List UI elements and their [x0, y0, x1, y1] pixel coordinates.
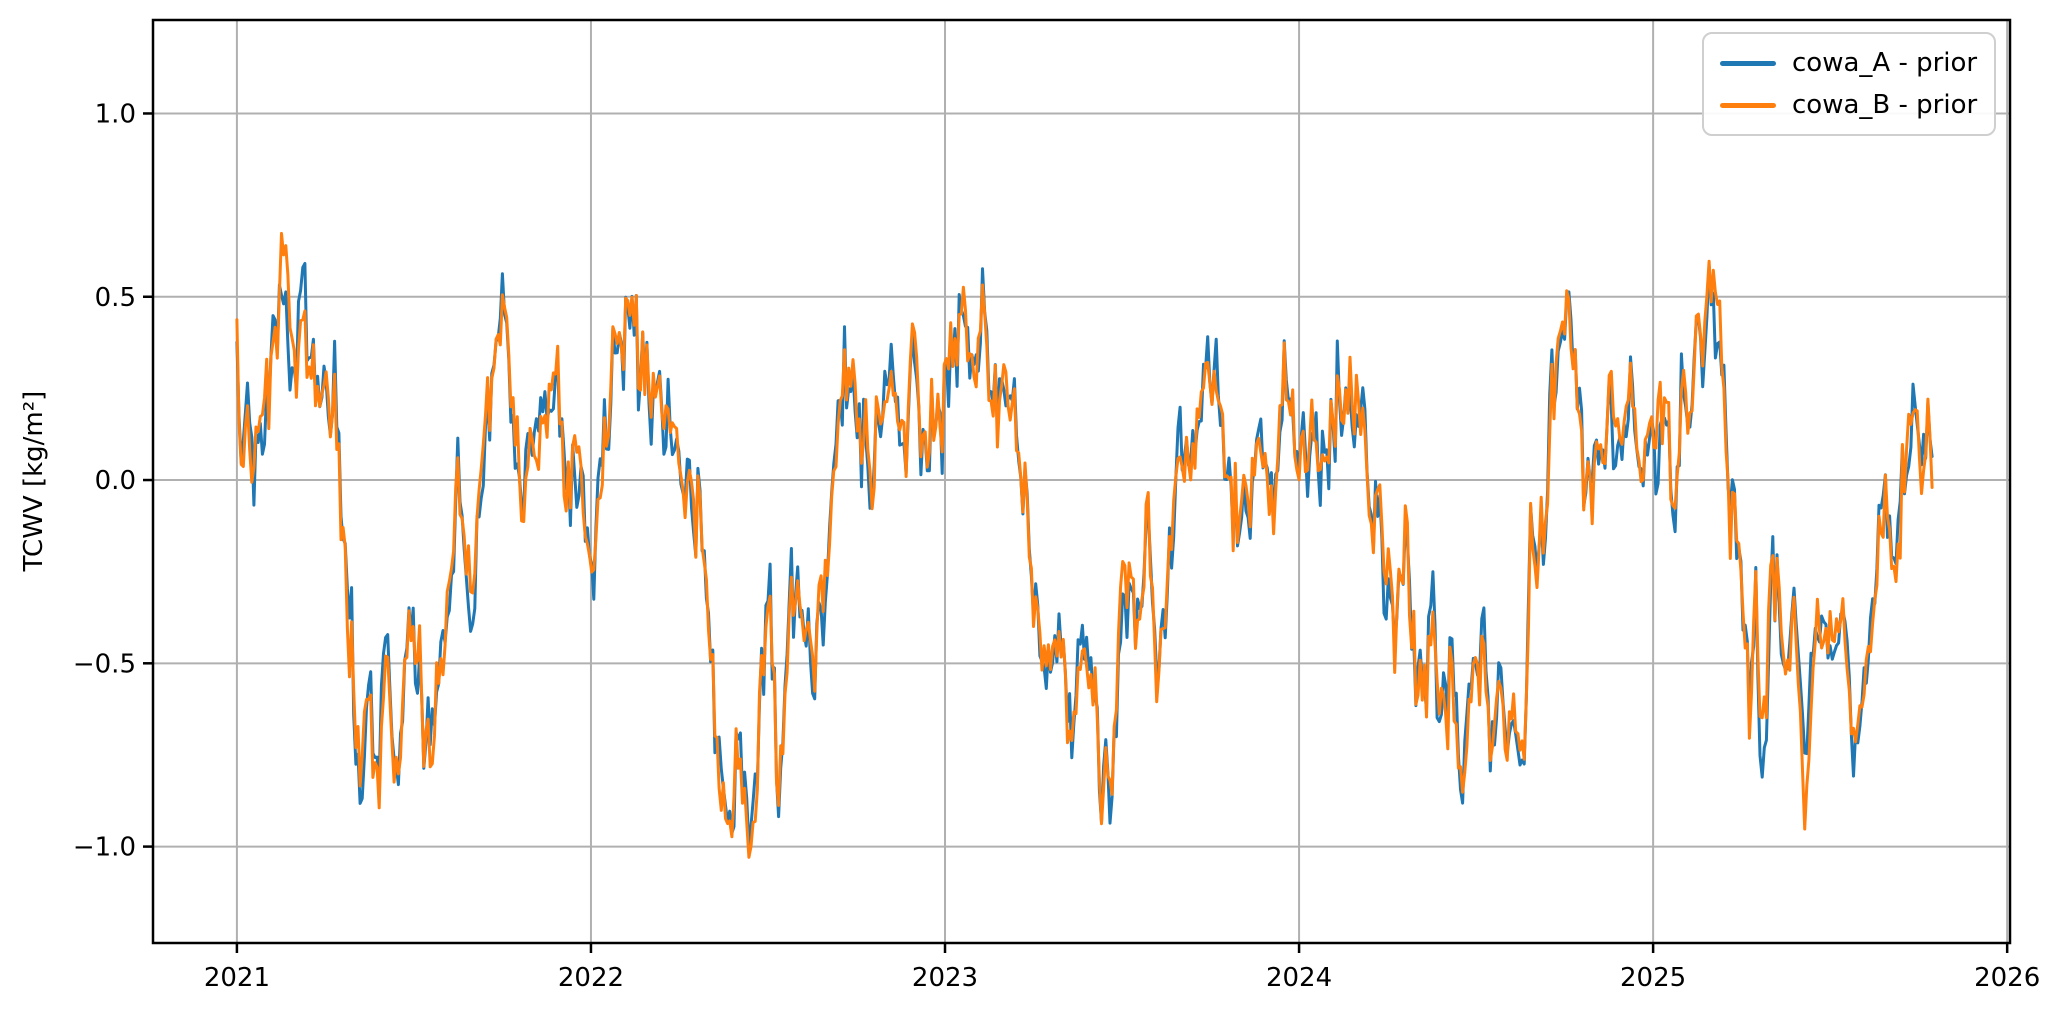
x-tick-label-2025: 2025: [1620, 963, 1686, 993]
tick-marks: [143, 112, 2009, 953]
x-tick-label-2021: 2021: [204, 963, 270, 993]
x-tick-label-2024: 2024: [1266, 963, 1332, 993]
x-tick-label-2026: 2026: [1974, 963, 2040, 993]
y-tick-labels: 1.0 0.5 0.0 −0.5 −1.0: [73, 99, 136, 862]
y-tick-label-1.0: 1.0: [95, 99, 136, 129]
legend-line-swatch-cowa-a: [1720, 60, 1776, 66]
series-line-cowa_A: [235, 262, 1934, 848]
legend-line-swatch-cowa-b: [1720, 102, 1776, 108]
y-tick-label-0.0: 0.0: [95, 466, 136, 496]
legend-entry-cowa-b: cowa_B - prior: [1720, 89, 1978, 121]
y-tick-label-−1.0: −1.0: [73, 833, 136, 863]
x-tick-labels: 2021 2022 2023 2024 2025 2026: [204, 963, 2040, 993]
y-tick-label-−0.5: −0.5: [73, 649, 136, 679]
axes-frame: [151, 18, 2012, 945]
x-tick-label-2022: 2022: [558, 963, 624, 993]
legend-label-cowa-b: cowa_B - prior: [1792, 90, 1978, 120]
y-tick-label-0.5: 0.5: [95, 283, 136, 313]
grid-lines: [153, 20, 2010, 943]
legend: cowa_A - prior cowa_B - prior: [1702, 32, 1996, 136]
series-line-cowa_B: [235, 231, 1934, 859]
legend-label-cowa-a: cowa_A - prior: [1792, 48, 1978, 78]
x-tick-label-2023: 2023: [912, 963, 978, 993]
legend-entry-cowa-a: cowa_A - prior: [1720, 47, 1978, 79]
y-axis-label: TCWV [kg/m²]: [19, 390, 49, 572]
